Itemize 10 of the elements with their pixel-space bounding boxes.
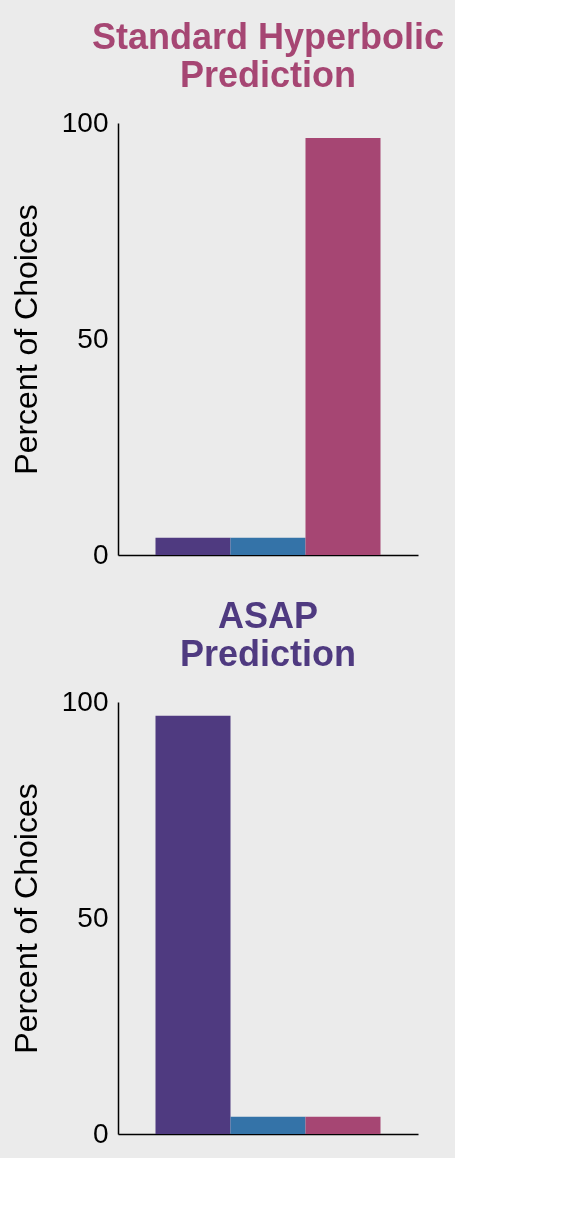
y-axis-title: Percent of Choices: [7, 783, 44, 1054]
y-tick-label: 50: [77, 322, 109, 354]
y-axis-title: Percent of Choices: [7, 204, 44, 475]
chart-title: ASAP Prediction: [179, 595, 357, 674]
chart-title: Standard Hyperbolic Prediction: [91, 16, 445, 95]
y-tick-label: 50: [77, 901, 109, 933]
y-tick-label: 100: [61, 685, 109, 717]
y-tick-label: 100: [61, 106, 109, 138]
y-tick-label: 0: [92, 538, 109, 570]
y-tick-label: 0: [92, 1117, 109, 1149]
